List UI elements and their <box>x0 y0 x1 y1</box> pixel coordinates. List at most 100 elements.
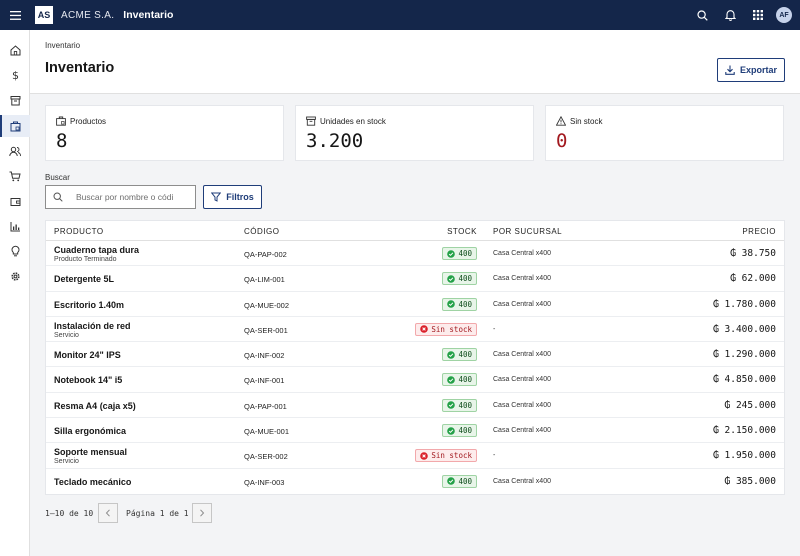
logo: AS <box>35 6 53 24</box>
breadcrumb[interactable]: Inventario <box>45 41 81 50</box>
chevron-right-icon <box>200 509 205 517</box>
stock-value: 400 <box>458 299 472 309</box>
bell-icon[interactable] <box>716 0 744 30</box>
menu-icon[interactable] <box>0 0 30 30</box>
sidebar-item-settings[interactable] <box>0 265 30 287</box>
export-button[interactable]: Exportar <box>717 58 785 82</box>
product-code: QA-PAP-002 <box>244 250 287 259</box>
stock-badge: 400 <box>442 398 477 412</box>
table-row[interactable]: Monitor 24" IPS QA-INF-002 400 Casa Central… <box>46 342 784 368</box>
table-row[interactable]: Instalación de red Servicio QA-SER-001 Sin … <box>46 317 784 343</box>
sidebar-item-sales[interactable] <box>0 165 30 187</box>
filters-button[interactable]: Filtros <box>203 185 262 209</box>
product-price: ₲ 385.000 <box>724 475 776 487</box>
export-label: Exportar <box>739 65 777 75</box>
page-header: Inventario Inventario Exportar <box>30 30 800 94</box>
stock-badge: Sin stock <box>415 322 477 336</box>
sidebar-item-users[interactable] <box>0 140 30 162</box>
branch-stock: Casa Central x400 <box>493 427 551 435</box>
stock-value: 400 <box>458 426 472 436</box>
search-icon[interactable] <box>688 0 716 30</box>
product-name: Teclado mecánico <box>54 476 132 487</box>
stock-badge: 400 <box>442 474 477 488</box>
stock-value: 400 <box>458 400 472 410</box>
product-price: ₲ 1.290.000 <box>713 349 776 361</box>
product-code: QA-MUE-002 <box>244 300 290 310</box>
check-circle-icon <box>447 249 456 258</box>
stock-value: 400 <box>458 249 472 258</box>
search-input[interactable] <box>76 192 194 202</box>
stock-badge: 400 <box>442 272 477 286</box>
sidebar-item-finance[interactable]: $ <box>0 64 30 86</box>
column-header-stock[interactable]: STOCK <box>447 227 477 236</box>
product-price: ₲ 1.780.000 <box>713 298 776 310</box>
product-code: QA-INF-003 <box>244 477 285 487</box>
product-code: QA-PAP-001 <box>244 401 287 411</box>
sidebar-item-wallet[interactable] <box>0 190 30 212</box>
table-row[interactable]: Detergente 5L QA-LIM-001 400 Casa Central x… <box>46 266 784 292</box>
download-icon <box>725 65 735 75</box>
kpi-value: 8 <box>56 130 68 152</box>
chevron-left-icon <box>105 509 110 517</box>
product-price: ₲ 2.150.000 <box>713 425 776 437</box>
column-header-code[interactable]: CÓDIGO <box>244 227 280 236</box>
stock-badge: 400 <box>442 373 477 387</box>
product-type: Servicio <box>54 458 79 466</box>
table-row[interactable]: Cuaderno tapa dura Producto Terminado QA-P… <box>46 241 784 267</box>
column-header-product[interactable]: PRODUCTO <box>54 227 104 236</box>
table-row[interactable]: Resma A4 (caja x5) QA-PAP-001 400 Casa Cent… <box>46 393 784 419</box>
table-header: PRODUCTO CÓDIGO STOCK POR SUCURSAL PRECI… <box>46 221 784 241</box>
chart-icon <box>10 221 20 231</box>
kpi-card-units: Unidades en stock 3.200 <box>295 105 534 161</box>
stock-badge: Sin stock <box>415 449 477 463</box>
table-row[interactable]: Notebook 14" i5 QA-INF-001 400 Casa Central… <box>46 367 784 393</box>
check-circle-icon <box>447 350 456 359</box>
column-header-price[interactable]: PRECIO <box>742 227 776 236</box>
branch-stock: Casa Central x400 <box>493 250 551 257</box>
grid-icon[interactable] <box>744 0 772 30</box>
product-name: Escritorio 1.40m <box>54 299 125 310</box>
inventory-icon <box>10 121 20 131</box>
kpi-label: Productos <box>70 117 107 126</box>
prev-page-button[interactable] <box>98 503 118 523</box>
sidebar-item-inventory[interactable] <box>0 115 30 137</box>
product-price: ₲ 38.750 <box>730 248 776 259</box>
sidebar-item-reports[interactable] <box>0 215 30 237</box>
check-circle-icon <box>447 401 456 410</box>
kpi-label: Unidades en stock <box>320 117 386 126</box>
svg-text:$: $ <box>12 69 19 81</box>
archive-icon <box>306 116 316 126</box>
sidebar-item-archive[interactable] <box>0 89 30 111</box>
search-field[interactable] <box>45 185 196 209</box>
product-name: Soporte mensual <box>54 447 128 458</box>
table-row[interactable]: Teclado mecánico QA-INF-003 400 Casa Centra… <box>46 469 784 494</box>
kpi-label: Sin stock <box>570 117 603 126</box>
product-price: ₲ 62.000 <box>730 273 776 285</box>
stock-value: 400 <box>458 274 472 284</box>
table-body: Cuaderno tapa dura Producto Terminado QA-P… <box>46 241 784 494</box>
table-row[interactable]: Silla ergonómica QA-MUE-001 400 Casa Centra… <box>46 418 784 444</box>
filter-icon <box>211 192 222 202</box>
table-row[interactable]: Escritorio 1.40m QA-MUE-002 400 Casa Centra… <box>46 292 784 317</box>
check-circle-icon <box>447 426 456 435</box>
product-code: QA-SER-002 <box>244 452 288 462</box>
sidebar-item-home[interactable] <box>0 39 30 61</box>
column-header-branch[interactable]: POR SUCURSAL <box>493 227 563 236</box>
wallet-icon <box>10 197 20 206</box>
dollar-icon: $ <box>12 69 19 81</box>
pagination-range: 1–10 de 10 <box>45 509 94 518</box>
app-title: Inventario <box>123 9 174 21</box>
next-page-button[interactable] <box>192 503 212 523</box>
user-avatar[interactable]: AF <box>776 7 792 23</box>
search-icon <box>46 192 70 202</box>
check-circle-icon <box>447 300 456 308</box>
stock-value: 400 <box>458 476 472 486</box>
product-type: Servicio <box>54 331 79 339</box>
branch-stock: Casa Central x400 <box>493 351 551 359</box>
cart-icon <box>9 171 21 181</box>
product-name: Silla ergonómica <box>54 426 127 437</box>
stock-badge: 400 <box>442 297 477 311</box>
kpi-card-products: Productos 8 <box>45 105 284 161</box>
sidebar-item-ideas[interactable] <box>0 240 30 262</box>
table-row[interactable]: Soporte mensual Servicio QA-SER-002 Sin sto… <box>46 443 784 469</box>
